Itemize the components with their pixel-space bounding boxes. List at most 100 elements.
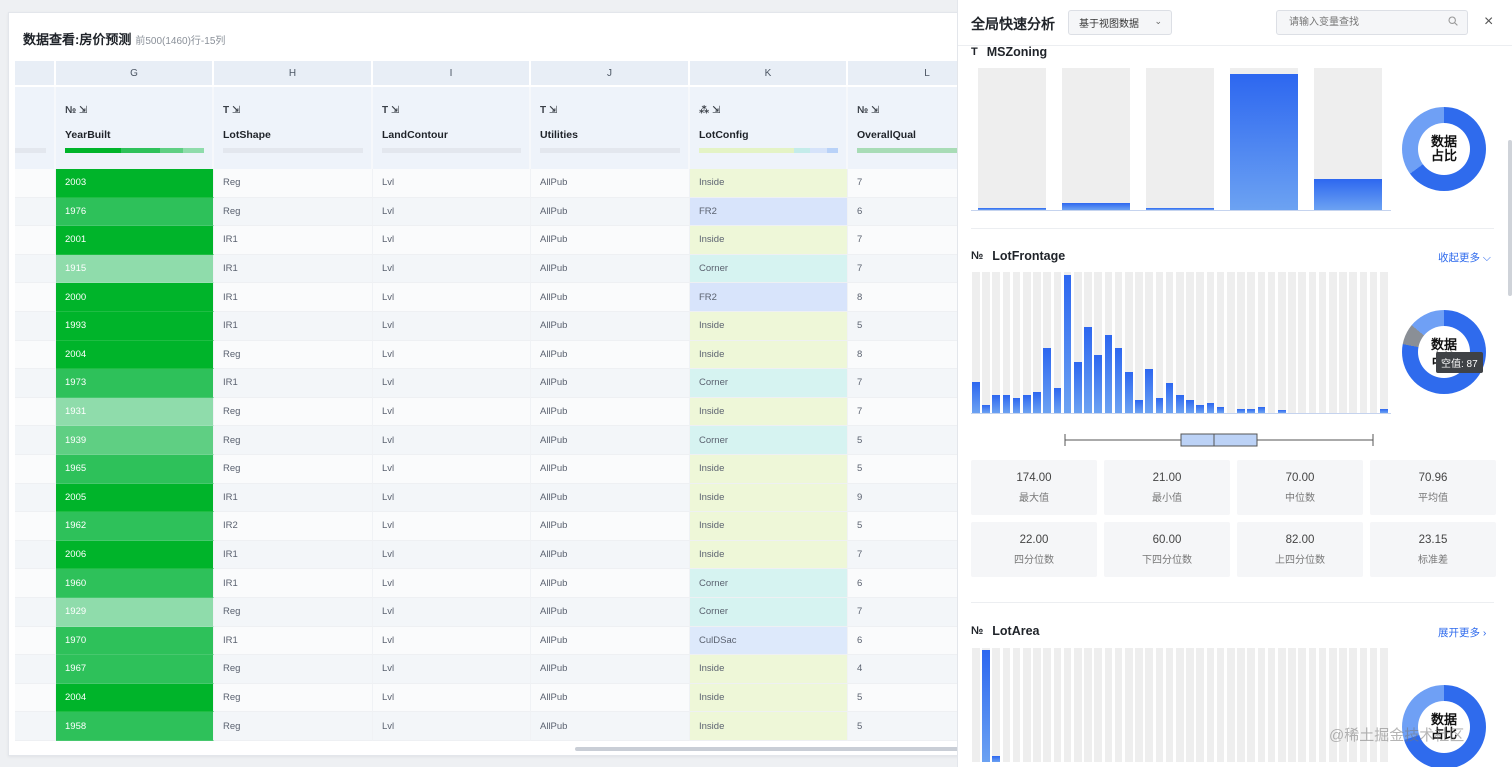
table-cell[interactable]: 1939: [56, 426, 214, 455]
histogram-bin[interactable]: [1135, 272, 1143, 413]
table-cell[interactable]: AllPub: [531, 197, 690, 227]
table-cell[interactable]: AllPub: [531, 426, 690, 455]
histogram-bin[interactable]: [1359, 272, 1368, 413]
table-cell[interactable]: IR1: [214, 311, 373, 341]
table-row[interactable]: 1929 Reg Lvl AllPub Corner 7: [15, 597, 1007, 627]
table-cell[interactable]: IR1: [214, 626, 373, 656]
table-cell[interactable]: AllPub: [531, 397, 690, 427]
histogram-bin[interactable]: [1114, 272, 1123, 413]
column-header-yearbuilt[interactable]: № ⇲ YearBuilt: [56, 87, 214, 169]
table-cell[interactable]: 1931: [56, 397, 214, 427]
column-header-lotshape[interactable]: T ⇲ LotShape: [214, 87, 373, 169]
histogram-bin[interactable]: [1043, 272, 1051, 413]
collapse-more-link[interactable]: 收起更多 ⌵: [1438, 252, 1491, 264]
table-cell[interactable]: Reg: [214, 169, 373, 198]
histogram-bin[interactable]: [1308, 272, 1317, 413]
column-letter[interactable]: K: [690, 61, 848, 85]
histogram-bin[interactable]: [1165, 272, 1174, 413]
table-cell[interactable]: Inside: [690, 226, 848, 255]
table-row[interactable]: 1993 IR1 Lvl AllPub Inside 5: [15, 311, 1007, 341]
histogram-bin[interactable]: [1257, 272, 1266, 413]
table-cell[interactable]: AllPub: [531, 626, 690, 656]
table-cell[interactable]: AllPub: [531, 655, 690, 684]
table-cell[interactable]: AllPub: [531, 683, 690, 713]
column-letter[interactable]: J: [531, 61, 690, 85]
histogram-bin[interactable]: [1104, 648, 1113, 762]
table-row[interactable]: 1967 Reg Lvl AllPub Inside 4: [15, 655, 1007, 684]
table-cell[interactable]: 1993: [56, 311, 214, 341]
table-cell[interactable]: IR2: [214, 512, 373, 541]
histogram-bin[interactable]: [1359, 648, 1368, 762]
table-row[interactable]: 1960 IR1 Lvl AllPub Corner 6: [15, 569, 1007, 598]
table-cell[interactable]: Lvl: [373, 683, 531, 713]
table-cell[interactable]: AllPub: [531, 226, 690, 255]
table-cell[interactable]: Inside: [690, 311, 848, 341]
histogram-bin[interactable]: [1380, 648, 1388, 762]
table-cell[interactable]: IR1: [214, 483, 373, 513]
histogram-bin[interactable]: [1023, 648, 1031, 762]
histogram-bin[interactable]: [1094, 272, 1102, 413]
table-row[interactable]: 1965 Reg Lvl AllPub Inside 5: [15, 454, 1007, 484]
table-cell[interactable]: Reg: [214, 426, 373, 455]
table-cell[interactable]: Lvl: [373, 655, 531, 684]
histogram-bin[interactable]: [1247, 648, 1255, 762]
histogram-bin[interactable]: [1369, 648, 1378, 762]
table-cell[interactable]: IR1: [214, 254, 373, 284]
table-cell[interactable]: FR2: [690, 197, 848, 227]
histogram-bin[interactable]: [1155, 272, 1164, 413]
table-cell[interactable]: 1915: [56, 254, 214, 284]
table-cell[interactable]: Lvl: [373, 283, 531, 312]
histogram-bin[interactable]: [1084, 648, 1092, 762]
table-cell[interactable]: 2003: [56, 169, 214, 198]
histogram-bin[interactable]: [1349, 648, 1357, 762]
histogram-bin[interactable]: [1104, 272, 1113, 413]
table-cell[interactable]: Lvl: [373, 397, 531, 427]
lotarea-section-header[interactable]: № LotArea: [971, 624, 1040, 638]
table-row[interactable]: 1931 Reg Lvl AllPub Inside 7: [15, 397, 1007, 427]
search-icon[interactable]: [1448, 16, 1458, 26]
table-row[interactable]: 2006 IR1 Lvl AllPub Inside 7: [15, 540, 1007, 570]
histogram-bin[interactable]: [1257, 648, 1266, 762]
table-row[interactable]: 1973 IR1 Lvl AllPub Corner 7: [15, 369, 1007, 398]
table-row[interactable]: 1958 Reg Lvl AllPub Inside 5: [15, 712, 1007, 741]
table-cell[interactable]: AllPub: [531, 169, 690, 198]
table-cell[interactable]: IR1: [214, 569, 373, 598]
histogram-bin[interactable]: [1318, 648, 1327, 762]
table-cell[interactable]: Inside: [690, 683, 848, 713]
table-cell[interactable]: AllPub: [531, 340, 690, 370]
histogram-bin[interactable]: [1314, 68, 1382, 210]
table-cell[interactable]: Lvl: [373, 483, 531, 513]
column-header-utilities[interactable]: T ⇲ Utilities: [531, 87, 690, 169]
histogram-bin[interactable]: [1125, 272, 1133, 413]
table-cell[interactable]: Reg: [214, 655, 373, 684]
histogram-bin[interactable]: [1053, 648, 1062, 762]
histogram-bin[interactable]: [1298, 272, 1306, 413]
table-cell[interactable]: Corner: [690, 569, 848, 598]
table-cell[interactable]: Reg: [214, 197, 373, 227]
histogram-bin[interactable]: [1023, 272, 1031, 413]
histogram-bin[interactable]: [1146, 68, 1214, 210]
table-cell[interactable]: AllPub: [531, 283, 690, 312]
table-row[interactable]: 1976 Reg Lvl AllPub FR2 6: [15, 197, 1007, 227]
histogram-bin[interactable]: [1339, 272, 1347, 413]
histogram-bin[interactable]: [1247, 272, 1255, 413]
histogram-bin[interactable]: [1033, 272, 1041, 413]
table-cell[interactable]: Lvl: [373, 454, 531, 484]
table-cell[interactable]: Lvl: [373, 569, 531, 598]
table-cell[interactable]: AllPub: [531, 483, 690, 513]
histogram-bin[interactable]: [1349, 272, 1357, 413]
table-cell[interactable]: Lvl: [373, 369, 531, 398]
histogram-bin[interactable]: [1074, 648, 1082, 762]
table-cell[interactable]: 1958: [56, 712, 214, 741]
column-letter[interactable]: H: [214, 61, 373, 85]
histogram-bin[interactable]: [1114, 648, 1123, 762]
table-cell[interactable]: Lvl: [373, 169, 531, 198]
histogram-bin[interactable]: [1176, 272, 1184, 413]
table-cell[interactable]: Corner: [690, 426, 848, 455]
table-cell[interactable]: Lvl: [373, 512, 531, 541]
histogram-bin[interactable]: [972, 272, 980, 413]
histogram-bin[interactable]: [1288, 272, 1296, 413]
expand-more-link[interactable]: 展开更多 ›: [1438, 627, 1487, 639]
table-cell[interactable]: 1970: [56, 626, 214, 656]
histogram-bin[interactable]: [1043, 648, 1051, 762]
